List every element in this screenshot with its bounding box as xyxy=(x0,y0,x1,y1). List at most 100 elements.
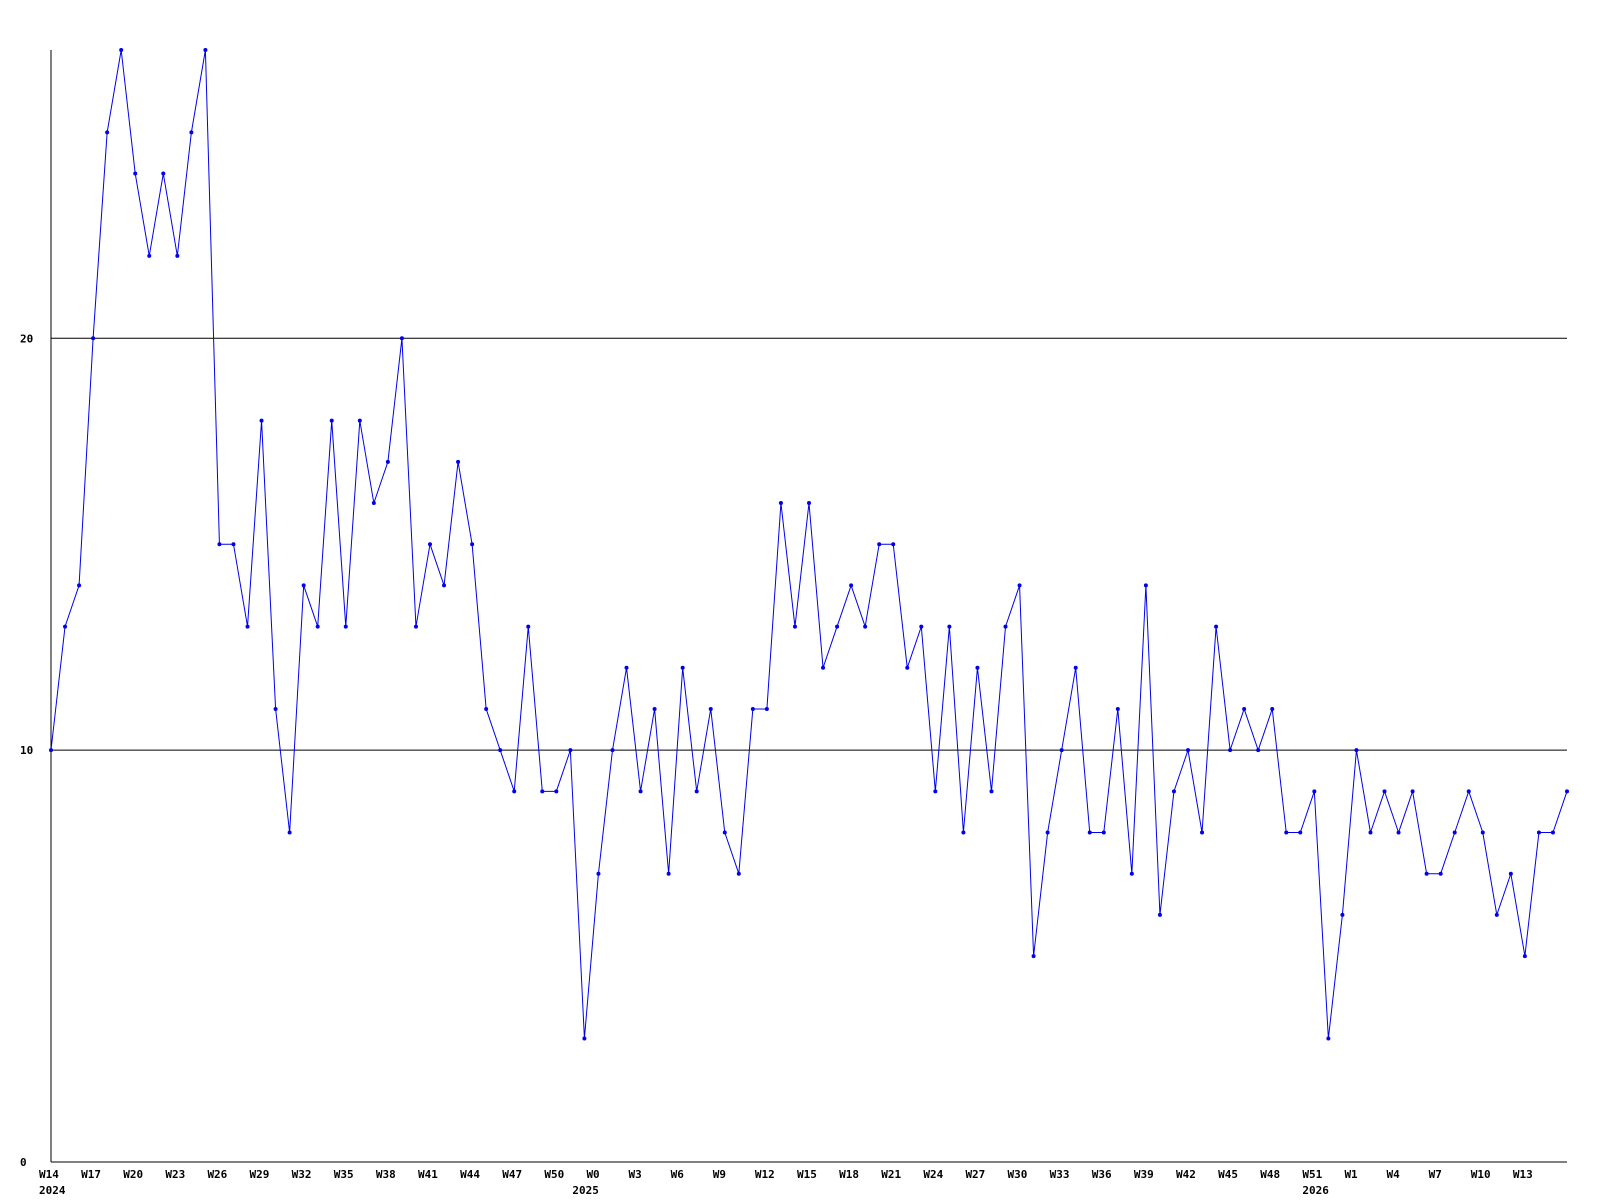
data-point xyxy=(1200,830,1205,835)
data-point xyxy=(863,624,868,629)
data-point xyxy=(1157,912,1162,917)
x-tick-label: W12 xyxy=(755,1168,775,1181)
data-point xyxy=(217,542,222,547)
data-point xyxy=(947,624,952,629)
year-label: 2026 xyxy=(1302,1184,1329,1197)
data-point xyxy=(105,130,110,135)
x-tick-label: W3 xyxy=(629,1168,642,1181)
x-tick-label: W38 xyxy=(376,1168,396,1181)
data-point xyxy=(694,789,699,794)
data-point xyxy=(1550,830,1555,835)
data-point xyxy=(1452,830,1457,835)
data-point xyxy=(273,706,278,711)
data-point xyxy=(582,1036,587,1041)
x-tick-label: W17 xyxy=(81,1168,101,1181)
data-point xyxy=(1536,830,1541,835)
data-point xyxy=(821,665,826,670)
data-point xyxy=(933,789,938,794)
data-point xyxy=(442,583,447,588)
data-point xyxy=(287,830,292,835)
data-point xyxy=(1466,789,1471,794)
data-point xyxy=(329,418,334,423)
data-point xyxy=(1031,954,1036,959)
data-point xyxy=(1003,624,1008,629)
data-point xyxy=(385,459,390,464)
data-point xyxy=(498,748,503,753)
data-point xyxy=(624,665,629,670)
x-tick-label: W29 xyxy=(250,1168,270,1181)
data-point xyxy=(1171,789,1176,794)
data-point xyxy=(259,418,264,423)
data-point xyxy=(1073,665,1078,670)
x-tick-label: W10 xyxy=(1471,1168,1491,1181)
x-tick-label: W18 xyxy=(839,1168,859,1181)
data-point xyxy=(1494,912,1499,917)
data-point xyxy=(680,665,685,670)
data-point xyxy=(1228,748,1233,753)
x-tick-label: W26 xyxy=(207,1168,227,1181)
data-point xyxy=(961,830,966,835)
data-point xyxy=(77,583,82,588)
data-point xyxy=(919,624,924,629)
data-point xyxy=(175,253,180,258)
data-point xyxy=(1480,830,1485,835)
data-point xyxy=(891,542,896,547)
data-point xyxy=(905,665,910,670)
x-tick-label: W0 xyxy=(586,1168,599,1181)
data-point xyxy=(1354,748,1359,753)
data-point xyxy=(133,171,138,176)
x-tick-label: W36 xyxy=(1092,1168,1112,1181)
y-tick-label: 10 xyxy=(20,744,33,757)
data-point xyxy=(1368,830,1373,835)
data-point xyxy=(877,542,882,547)
y-tick-labels: 0 10 20 xyxy=(20,332,33,1169)
data-point xyxy=(708,706,713,711)
data-point xyxy=(456,459,461,464)
data-point xyxy=(371,501,376,506)
x-tick-label: W50 xyxy=(544,1168,564,1181)
data-point xyxy=(1382,789,1387,794)
data-point xyxy=(147,253,152,258)
data-point xyxy=(484,706,489,711)
x-tick-label: W42 xyxy=(1176,1168,1196,1181)
data-point xyxy=(1565,789,1569,794)
data-point xyxy=(1059,748,1064,753)
series-line xyxy=(50,49,1568,1039)
x-tick-label: W13 xyxy=(1513,1168,1533,1181)
data-point xyxy=(722,830,727,835)
data-point xyxy=(1410,789,1415,794)
x-tick-label: W14 xyxy=(39,1168,59,1181)
data-point xyxy=(119,48,124,52)
data-point xyxy=(1101,830,1106,835)
year-labels: 2024 2025 2026 xyxy=(39,1184,1329,1197)
x-tick-labels: W14 W17 W20 W23 W26 W29 W32 W35 W38 W41 W44 W47 W50 W… xyxy=(39,1168,1533,1181)
data-point xyxy=(989,789,994,794)
data-point xyxy=(470,542,475,547)
y-tick-label: 20 xyxy=(20,332,33,345)
data-point xyxy=(1424,871,1429,876)
data-point xyxy=(49,748,53,753)
data-point xyxy=(1298,830,1303,835)
axes xyxy=(50,50,1567,1163)
data-point xyxy=(1045,830,1050,835)
data-point xyxy=(1326,1036,1331,1041)
x-tick-label: W47 xyxy=(502,1168,522,1181)
x-tick-label: W4 xyxy=(1387,1168,1401,1181)
data-point xyxy=(1115,706,1120,711)
data-point xyxy=(1214,624,1219,629)
x-tick-label: W23 xyxy=(165,1168,185,1181)
x-tick-label: W33 xyxy=(1050,1168,1070,1181)
data-point xyxy=(764,706,769,711)
data-point xyxy=(413,624,418,629)
data-point xyxy=(1312,789,1317,794)
x-tick-label: W27 xyxy=(965,1168,985,1181)
data-point xyxy=(1242,706,1247,711)
x-tick-label: W39 xyxy=(1134,1168,1154,1181)
data-point xyxy=(315,624,320,629)
data-point xyxy=(792,624,797,629)
gridlines xyxy=(51,337,1567,751)
data-point xyxy=(343,624,348,629)
data-point xyxy=(512,789,517,794)
year-label: 2024 xyxy=(39,1184,66,1197)
data-point xyxy=(835,624,840,629)
